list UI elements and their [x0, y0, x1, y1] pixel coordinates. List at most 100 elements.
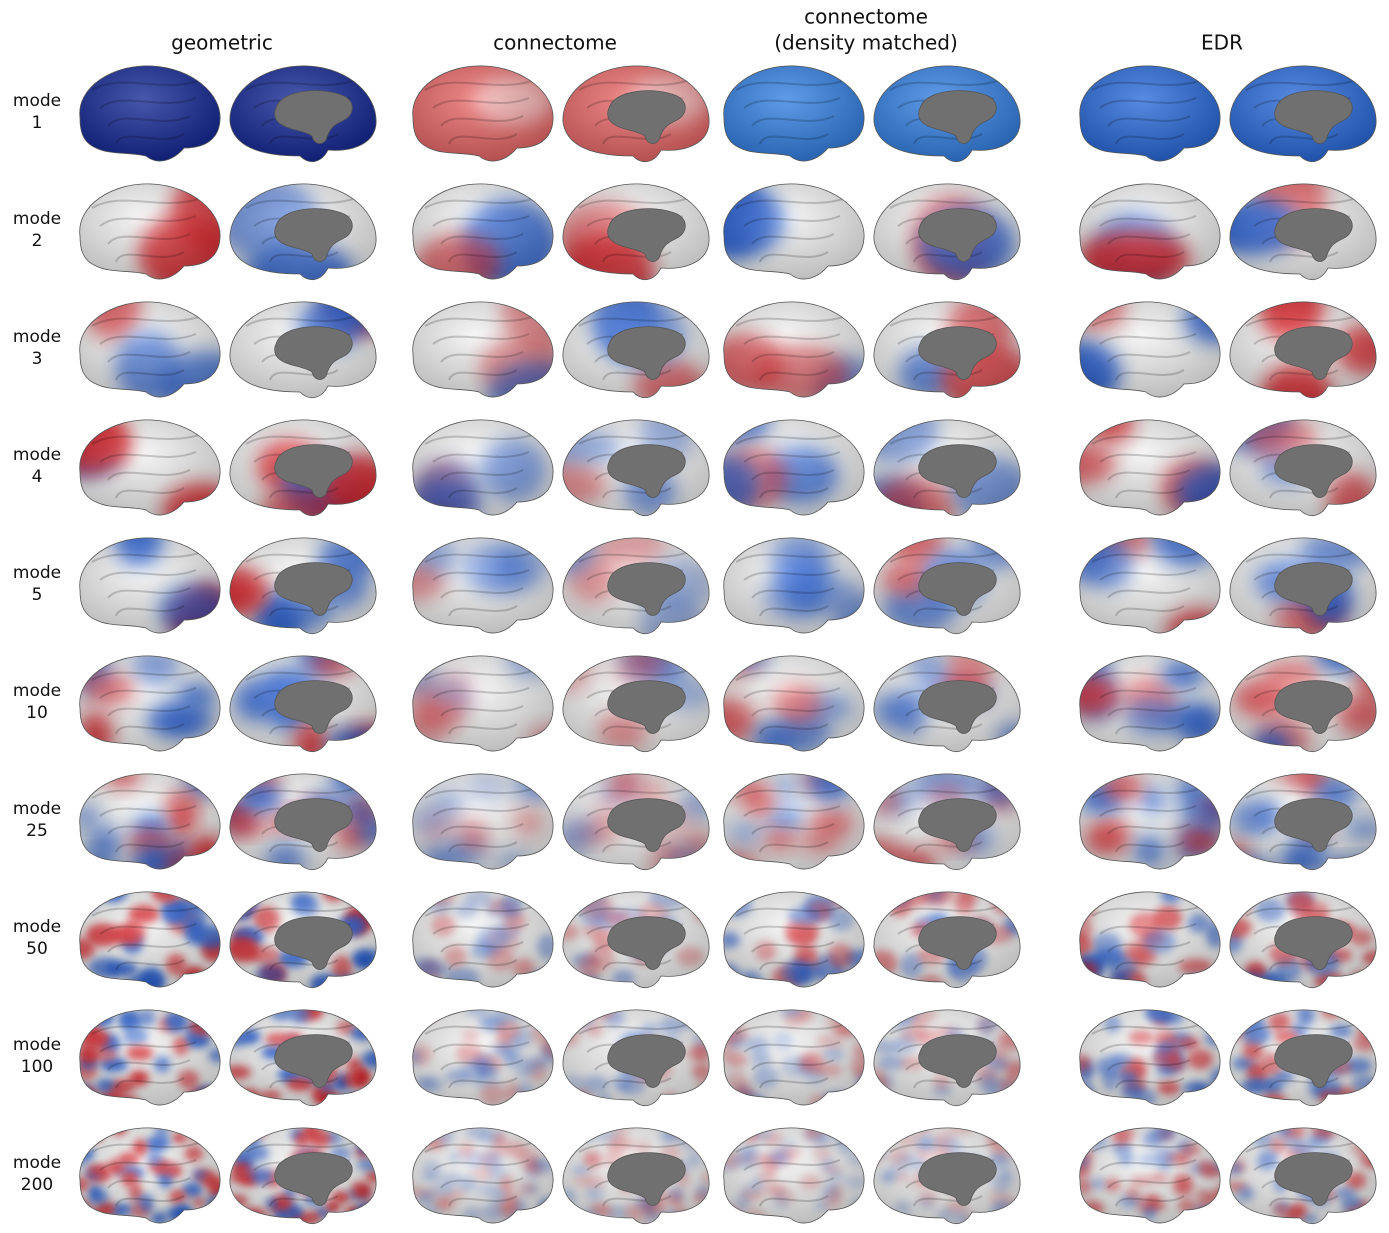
brain-view [79, 65, 221, 162]
pattern-blob [540, 1087, 554, 1103]
sulcus [913, 723, 983, 735]
sulcus [99, 569, 197, 581]
column-header: EDR [1201, 31, 1243, 55]
sulcus [1115, 1077, 1185, 1089]
pattern-blob [230, 1127, 247, 1140]
row-label: mode [13, 681, 61, 701]
brain-map [1079, 301, 1221, 398]
sulcus [735, 669, 847, 681]
medial-wall [607, 680, 686, 734]
pattern-blob [1010, 1128, 1021, 1142]
sulcus [578, 905, 690, 917]
row-label: 100 [21, 1057, 53, 1077]
medial-wall [918, 444, 997, 498]
pattern-blob [853, 1089, 865, 1106]
outline [229, 891, 377, 989]
column-header: geometric [171, 31, 273, 55]
sulcus [1099, 451, 1197, 463]
sulcus [245, 433, 357, 445]
sulcus [1245, 787, 1357, 799]
pattern-blob [82, 1127, 104, 1143]
brain-map [79, 419, 221, 516]
medial-wall [607, 208, 686, 262]
outline [79, 655, 221, 752]
brain-view [412, 183, 554, 280]
outline [79, 419, 221, 516]
pattern-blob [1203, 1206, 1221, 1222]
sulcus [115, 841, 185, 853]
shading [723, 655, 865, 752]
shading [723, 65, 865, 162]
outline [79, 301, 221, 398]
brain-map [1079, 537, 1221, 634]
medial-wall [274, 208, 353, 262]
brain-view [723, 183, 865, 280]
medial-wall [1274, 1034, 1353, 1088]
shading [79, 301, 221, 398]
brain-view [723, 1009, 865, 1106]
pattern-blob [1229, 1009, 1254, 1022]
outline [412, 65, 554, 162]
sulcus [751, 941, 835, 953]
sulcus [602, 251, 672, 263]
sulcus [245, 315, 357, 327]
brain-map [1079, 1127, 1221, 1224]
sulcus [602, 1077, 672, 1089]
sulcus [448, 369, 518, 381]
medial-wall [274, 326, 353, 380]
shading [723, 1009, 865, 1106]
row-label: mode [13, 1035, 61, 1055]
shading [412, 1009, 554, 1106]
sulcus [1107, 233, 1191, 245]
brain-view [229, 1009, 377, 1107]
sulcus [269, 369, 339, 381]
pattern-blob [210, 1127, 221, 1141]
outline [1229, 655, 1377, 753]
outline [562, 301, 710, 399]
outline [723, 655, 865, 752]
outline [562, 183, 710, 281]
sulcus [424, 905, 536, 917]
outline [1079, 419, 1221, 516]
pattern-blob [1361, 1127, 1377, 1140]
brain-view [562, 419, 710, 517]
sulcus [115, 251, 185, 263]
sulcus [1115, 1195, 1185, 1207]
sulcus [889, 433, 1001, 445]
sulcus [115, 133, 185, 145]
pattern-blob [576, 1127, 592, 1140]
pattern-blob [412, 1141, 422, 1152]
sulcus [269, 959, 339, 971]
pattern-blob [229, 891, 251, 901]
brain-view [79, 891, 221, 988]
pattern-blob [743, 1095, 765, 1106]
pattern-blob [79, 655, 96, 680]
sulcus [1115, 133, 1185, 145]
sulcus [448, 251, 518, 263]
outline [229, 773, 377, 871]
column-header: (density matched) [774, 31, 958, 55]
brain-map [412, 419, 554, 516]
medial-wall [1274, 680, 1353, 734]
outline [79, 1127, 221, 1224]
pattern-blob [358, 1009, 377, 1021]
sulcus [107, 587, 191, 599]
outline [723, 301, 865, 398]
outline [873, 301, 1021, 399]
brain-view [723, 419, 865, 516]
sulcus [743, 215, 841, 227]
sulcus [889, 669, 1001, 681]
sulcus [1269, 1195, 1339, 1207]
brain-view [229, 537, 377, 635]
sulcus [115, 1195, 185, 1207]
pattern-blob [522, 975, 544, 988]
pattern-blob [1229, 891, 1252, 914]
sulcus [913, 487, 983, 499]
sulcus [107, 351, 191, 363]
brain-view [562, 65, 710, 163]
sulcus [578, 433, 690, 445]
brain-view [723, 655, 865, 752]
sulcus [245, 1023, 357, 1035]
brain-view [79, 655, 221, 752]
sulcus [448, 1195, 518, 1207]
